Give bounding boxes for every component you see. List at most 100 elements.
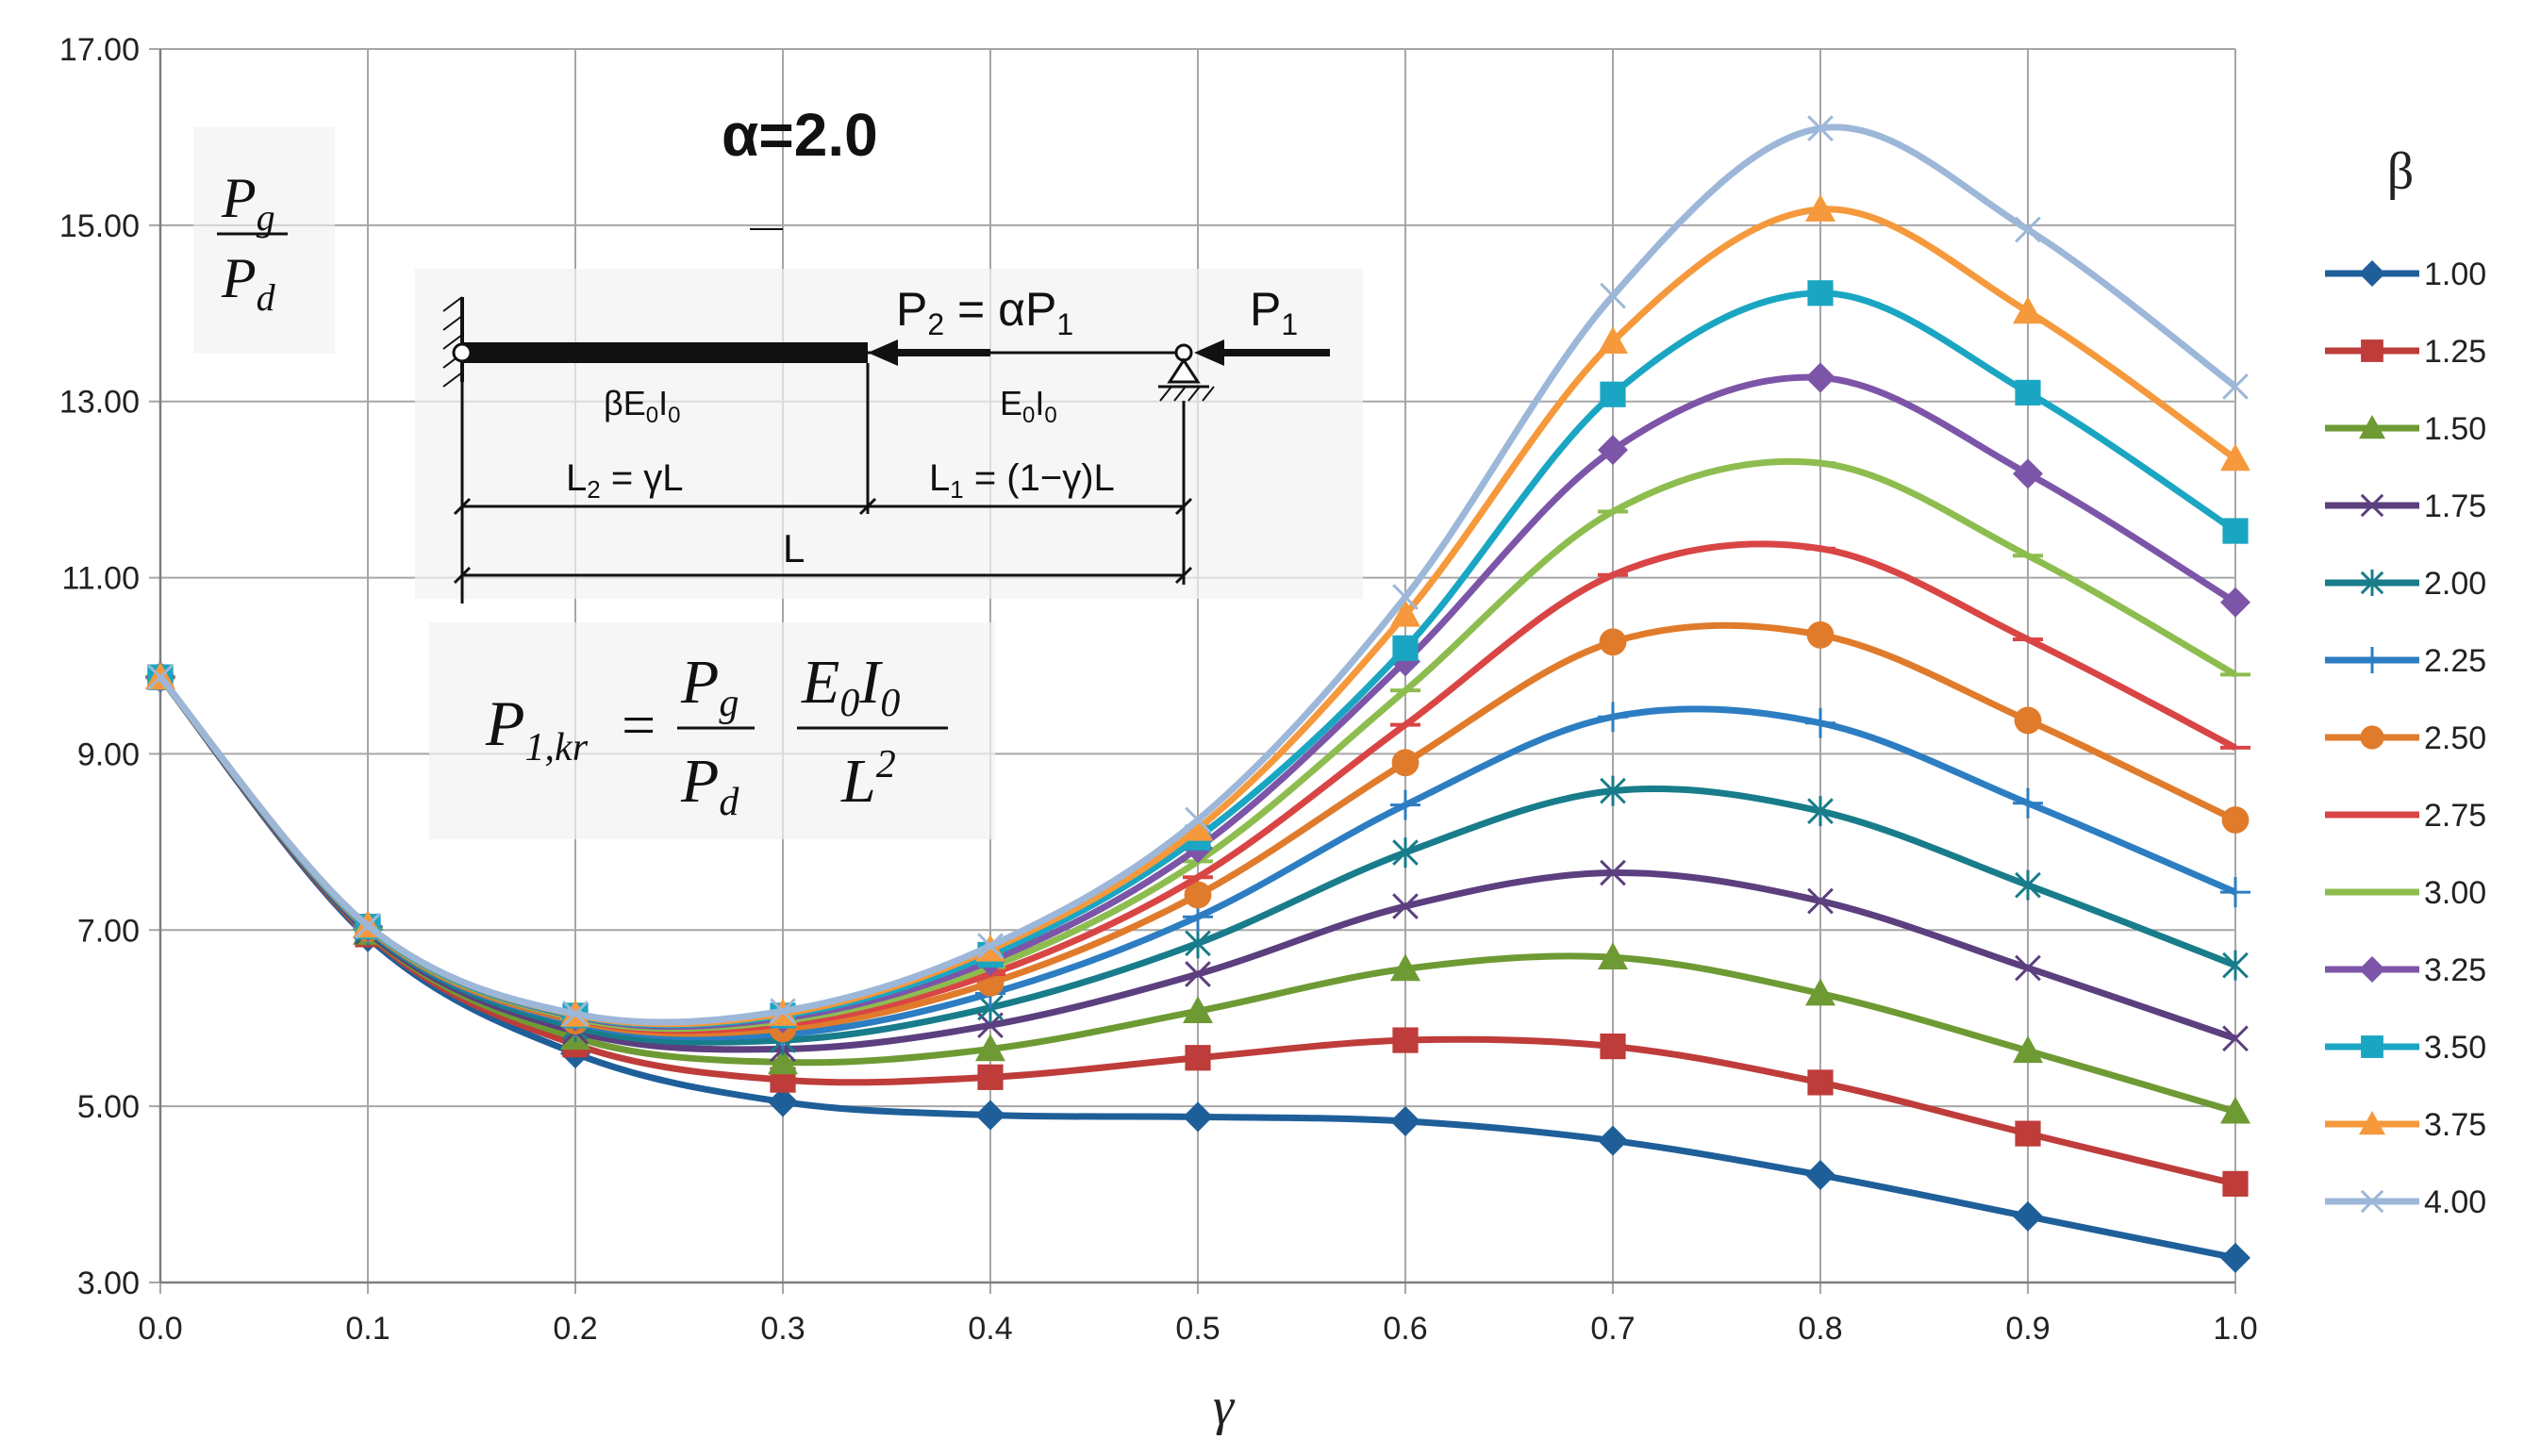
legend-title: β	[2387, 142, 2415, 201]
data-point	[2013, 458, 2043, 489]
support-hatching	[1159, 386, 1215, 402]
y-tick-label: 9.00	[77, 736, 140, 772]
data-point	[1806, 620, 1835, 649]
data-point	[1390, 953, 1420, 982]
x-axis-title: γ	[1213, 1378, 1236, 1436]
data-point	[1184, 881, 1212, 909]
legend-swatch-marker	[2359, 415, 2385, 439]
l2-label: L2 = γL	[566, 457, 684, 504]
data-point	[562, 1001, 589, 1027]
data-point	[975, 1100, 1005, 1131]
legend-label: 1.75	[2424, 488, 2486, 524]
legend-swatch-marker	[2360, 493, 2384, 518]
data-point	[1598, 326, 1628, 354]
formula-backdrop	[429, 622, 995, 839]
legend-label: 2.75	[2424, 798, 2486, 834]
data-point	[2013, 296, 2043, 324]
data-point	[1598, 942, 1628, 970]
data-point	[768, 1047, 798, 1075]
p1-label: P1	[1250, 283, 1298, 341]
data-point	[768, 1086, 798, 1117]
y-label-numerator: Pg	[221, 167, 275, 239]
legend-label: 3.75	[2424, 1107, 2486, 1143]
data-point	[1807, 1069, 1834, 1096]
y-tick-label: 5.00	[77, 1089, 140, 1125]
legend-item: 2.25	[2325, 643, 2486, 679]
formula-frac2-numerator: E0I0	[801, 648, 900, 725]
legend-label: 1.50	[2424, 411, 2486, 447]
series-line	[158, 124, 2238, 1026]
y-axis-label: Pg Pd	[193, 127, 335, 354]
x-tick-label: 0.1	[345, 1311, 390, 1347]
legend-label: 3.50	[2424, 1030, 2486, 1066]
data-point	[1807, 796, 1834, 827]
data-point	[2015, 1120, 2041, 1147]
legend-swatch-marker	[2361, 339, 2383, 362]
legend-swatch-marker	[2360, 1189, 2384, 1214]
data-point	[1600, 1034, 1626, 1060]
legend-label: 1.00	[2424, 256, 2486, 292]
data-point	[1185, 928, 1211, 959]
x-tick-label: 0.2	[553, 1311, 597, 1347]
data-point	[1185, 806, 1211, 834]
data-point	[1807, 280, 1834, 306]
data-point	[2222, 518, 2249, 544]
x-tick-label: 0.3	[760, 1311, 805, 1347]
data-point	[2220, 1096, 2250, 1124]
legend-swatch-marker	[2359, 1111, 2385, 1135]
data-point	[147, 664, 174, 691]
x-axis-ticks: 0.0 0.1 0.2 0.3 0.4 0.5 0.6 0.7 0.8 0.9 1.0	[138, 1311, 2257, 1347]
legend: 1.00 1.25 1.50 1.75 2.00 2.25 2.50 2.75 3.00 3.25…	[2325, 256, 2486, 1220]
legend-label: 2.50	[2424, 720, 2486, 756]
data-point	[1183, 813, 1213, 841]
data-point	[2014, 706, 2042, 735]
legend-label: 3.25	[2424, 952, 2486, 988]
data-point	[2015, 954, 2041, 982]
legend-swatch-marker	[2360, 570, 2384, 596]
data-point	[1392, 584, 1419, 610]
data-point	[1600, 282, 1626, 309]
x-tick-label: 0.4	[968, 1311, 1012, 1347]
data-point	[2015, 379, 2041, 405]
left-segment-stiffness: βE0I0	[604, 384, 680, 428]
data-point	[1805, 1160, 1835, 1191]
formula-frac1-denominator: Pd	[680, 747, 739, 824]
formula-frac1-numerator: Pg	[680, 648, 739, 725]
data-point	[1392, 893, 1419, 919]
data-point	[1805, 707, 1835, 738]
data-point	[1805, 194, 1835, 222]
data-point	[1392, 635, 1419, 661]
p2-arrow-head	[868, 339, 898, 366]
thick-beam-segment	[462, 342, 868, 363]
data-point	[2015, 216, 2041, 243]
legend-item: 3.50	[2325, 1030, 2486, 1066]
p2-label: P2 = αP1	[896, 283, 1073, 341]
data-point	[1600, 775, 1626, 806]
data-point	[2220, 443, 2250, 472]
data-point	[2013, 787, 2043, 819]
y-label-denominator: Pd	[221, 247, 276, 319]
data-point	[1598, 435, 1628, 466]
data-point	[1600, 381, 1626, 407]
y-axis-ticks: 3.00 5.00 7.00 9.00 11.00 13.00 15.00 17.00	[59, 32, 140, 1301]
data-point	[2220, 877, 2250, 908]
legend-item: 1.50	[2325, 411, 2486, 447]
y-tick-label: 15.00	[59, 208, 140, 244]
beam-diagram: P2 = αP1 P1 βE0I0 E0I0 L2 = γL L1 = (1−γ…	[415, 269, 1363, 604]
x-tick-label: 0.6	[1383, 1311, 1427, 1347]
legend-swatch-marker	[2360, 725, 2384, 750]
data-point	[1392, 837, 1419, 869]
formula-equals: =	[618, 691, 658, 758]
diagram-backdrop	[415, 269, 1363, 599]
series-4.00	[147, 115, 2249, 1027]
x-tick-label: 1.0	[2213, 1311, 2257, 1347]
data-point	[2222, 372, 2249, 400]
legend-swatch-marker	[2359, 647, 2385, 673]
data-point	[1390, 789, 1420, 820]
data-point	[1805, 362, 1835, 393]
legend-label: 2.00	[2424, 566, 2486, 602]
data-point	[1598, 702, 1628, 733]
data-point	[1600, 859, 1626, 886]
data-point	[1391, 749, 1420, 777]
